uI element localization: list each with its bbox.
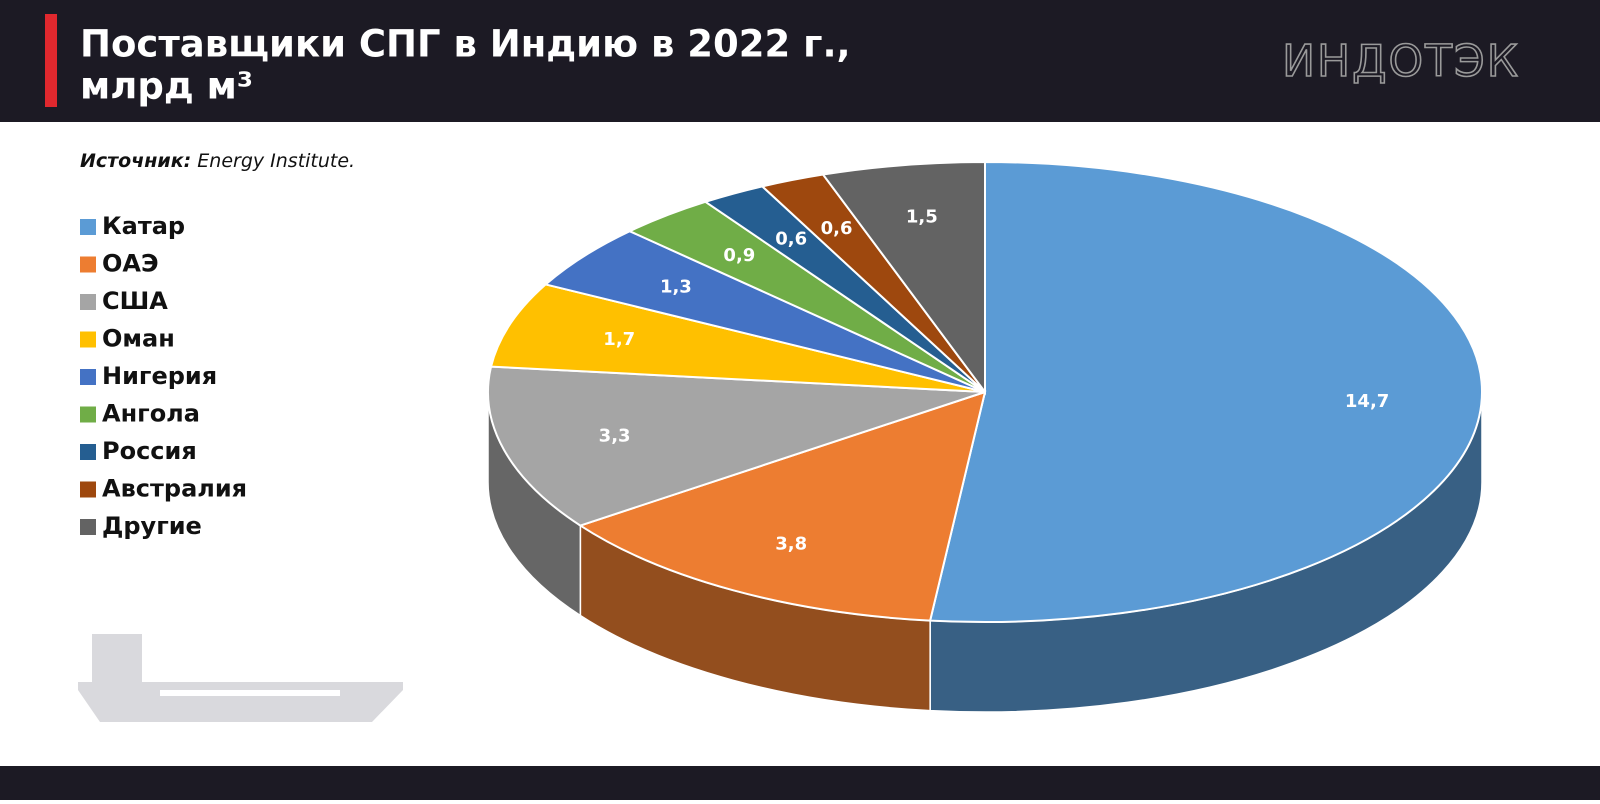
source-label: Источник: <box>80 150 191 172</box>
legend-label: Ангола <box>102 400 200 428</box>
legend-swatch <box>80 294 96 310</box>
data-label: 3,3 <box>599 426 631 447</box>
legend-label: Оман <box>102 325 175 353</box>
legend-swatch <box>80 219 96 235</box>
legend-swatch <box>80 369 96 385</box>
legend-label: Другие <box>102 512 202 540</box>
data-label: 0,6 <box>821 218 853 239</box>
header-bar <box>0 0 1600 122</box>
legend-label: Россия <box>102 437 197 465</box>
source: Источник: Energy Institute. <box>80 150 355 172</box>
footer-bar <box>0 766 1600 800</box>
legend-swatch <box>80 444 96 460</box>
legend-swatch <box>80 519 96 535</box>
legend-label: Австралия <box>102 475 247 503</box>
chart-title-unit: млрд м³ <box>80 65 253 108</box>
slice <box>928 160 1483 623</box>
data-label: 14,7 <box>1345 391 1389 412</box>
legend-label: ОАЭ <box>102 250 159 278</box>
data-label: 0,6 <box>775 228 807 249</box>
legend-swatch <box>80 331 96 348</box>
legend-swatch <box>80 406 96 423</box>
brand-logo: ИНДОТЭК <box>1282 36 1520 87</box>
slice <box>821 160 986 396</box>
data-label: 1,3 <box>660 277 692 298</box>
legend-label: Катар <box>102 212 185 240</box>
accent-bar <box>45 14 57 107</box>
legend-swatch <box>80 256 96 273</box>
source-text: Energy Institute. <box>197 150 355 172</box>
ship-icon <box>78 634 403 722</box>
data-label: 1,7 <box>603 329 635 350</box>
data-label: 0,9 <box>723 245 755 266</box>
slice <box>487 365 986 527</box>
slice <box>489 283 986 393</box>
legend-label: США <box>102 287 168 315</box>
slice <box>578 390 987 622</box>
chart-title: Поставщики СПГ в Индию в 2022 г., <box>80 23 851 66</box>
legend-swatch <box>80 481 96 498</box>
data-label: 1,5 <box>906 206 938 227</box>
data-label: 3,8 <box>775 534 807 555</box>
legend-label: Нигерия <box>102 362 217 390</box>
